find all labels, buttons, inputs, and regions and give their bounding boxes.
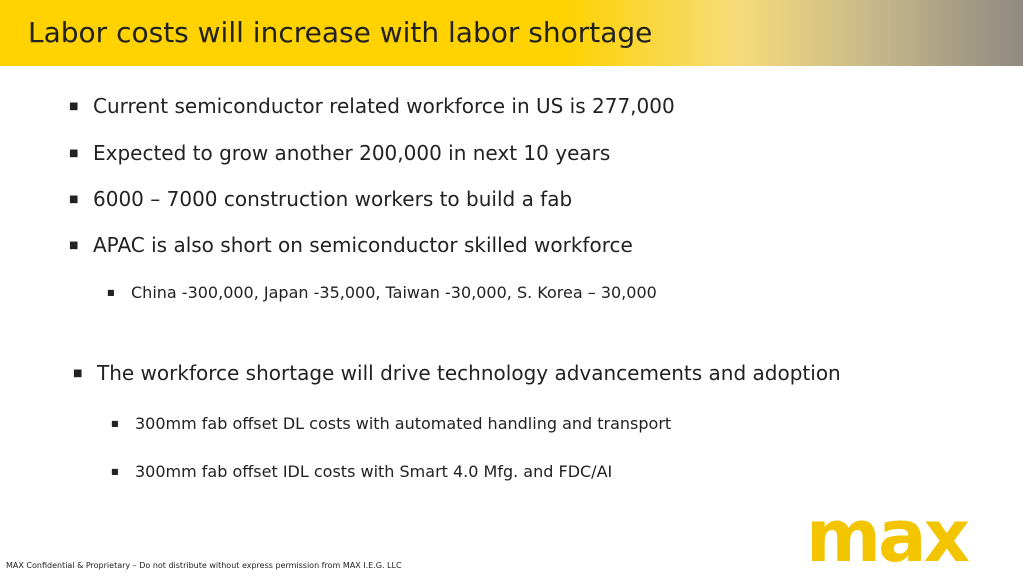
footer: MAX Confidential & Proprietary – Do not … xyxy=(6,561,402,570)
bullet: 300mm fab offset IDL costs with Smart 4.… xyxy=(111,462,612,481)
bullet: 6000 – 7000 construction workers to buil… xyxy=(69,187,572,211)
bullet: Current semiconductor related workforce … xyxy=(69,94,675,118)
bullet: The workforce shortage will drive techno… xyxy=(73,361,841,385)
title: Labor costs will increase with labor sho… xyxy=(28,16,653,49)
bullet: Expected to grow another 200,000 in next… xyxy=(69,141,610,165)
header-bar xyxy=(0,0,1023,66)
bullet: APAC is also short on semiconductor skil… xyxy=(69,233,633,257)
logo: max xyxy=(806,494,970,577)
bullet: 300mm fab offset DL costs with automated… xyxy=(111,414,671,433)
bullet: China -300,000, Japan -35,000, Taiwan -3… xyxy=(107,283,657,302)
